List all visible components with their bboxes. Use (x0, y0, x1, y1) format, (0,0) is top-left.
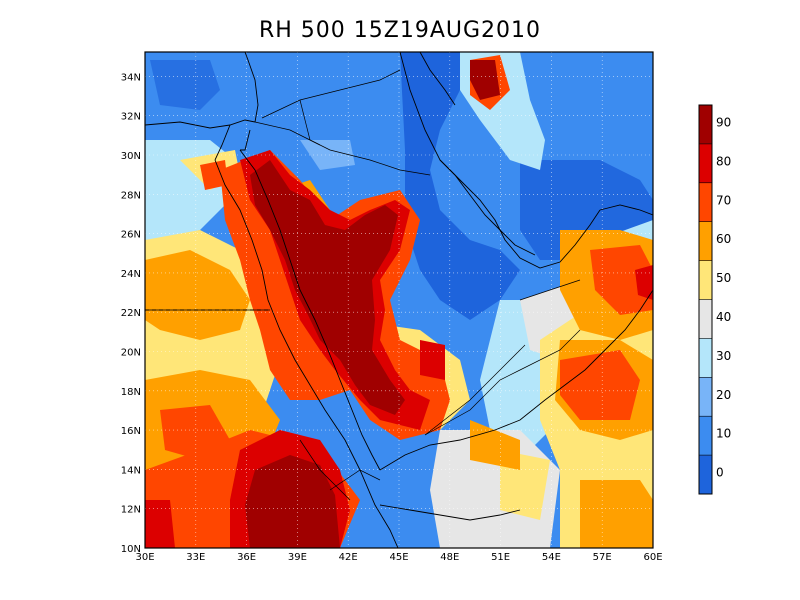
colorbar-segment (699, 182, 712, 222)
colorbar-segment (699, 143, 712, 183)
colorbar-segment (699, 338, 712, 378)
lat-label: 30N (121, 151, 141, 162)
lat-label: 26N (121, 230, 141, 241)
lat-label: 16N (121, 426, 141, 437)
latitude-labels: 10N 12N 14N 16N 18N 20N 22N 24N 26N 28N 30N 32N 34N (121, 72, 141, 555)
lon-label: 33E (186, 552, 205, 563)
colorbar-segment (699, 105, 712, 144)
colorbar-label: 30 (716, 349, 731, 363)
lat-label: 18N (121, 387, 141, 398)
colorbar: 0 10 20 30 40 50 60 70 80 90 (698, 104, 731, 495)
colorbar-segment (699, 416, 712, 456)
colorbar-label: 0 (716, 466, 724, 480)
colorbar-segment (699, 299, 712, 339)
lat-label: 24N (121, 269, 141, 280)
colorbar-label: 80 (716, 154, 731, 168)
longitude-labels: 30E 33E 36E 39E 42E 45E 48E 51E 54E 57E 60E (135, 552, 662, 563)
colorbar-segment (699, 455, 712, 494)
graticule (145, 52, 653, 548)
colorbar-label: 90 (716, 115, 731, 129)
lon-label: 39E (288, 552, 307, 563)
lon-label: 54E (542, 552, 561, 563)
map-frame (144, 51, 654, 549)
lat-label: 22N (121, 308, 141, 319)
colorbar-segment (699, 260, 712, 300)
colorbar-label: 10 (716, 427, 731, 441)
lon-label: 42E (339, 552, 358, 563)
lon-label: 48E (440, 552, 459, 563)
lon-label: 30E (135, 552, 154, 563)
lat-label: 34N (121, 72, 141, 83)
map-title: RH 500 15Z19AUG2010 (258, 18, 542, 43)
lat-label: 14N (121, 465, 141, 476)
colorbar-label: 20 (716, 388, 731, 402)
colorbar-label: 50 (716, 271, 731, 285)
country-borders (145, 69, 581, 501)
colorbar-label: 40 (716, 310, 731, 324)
colorbar-label: 70 (716, 193, 731, 207)
colorbar-segment (699, 221, 712, 261)
lat-label: 12N (121, 505, 141, 516)
colorbar-label: 60 (716, 232, 731, 246)
lat-label: 28N (121, 190, 141, 201)
colorbar-segment (699, 377, 712, 417)
lat-label: 10N (121, 544, 141, 555)
lon-label: 36E (237, 552, 256, 563)
lon-label: 45E (389, 552, 408, 563)
lon-label: 57E (593, 552, 612, 563)
lat-label: 32N (121, 112, 141, 123)
lon-label: 51E (491, 552, 510, 563)
lat-label: 20N (121, 348, 141, 359)
coastlines (145, 52, 653, 548)
lon-label: 60E (643, 552, 662, 563)
